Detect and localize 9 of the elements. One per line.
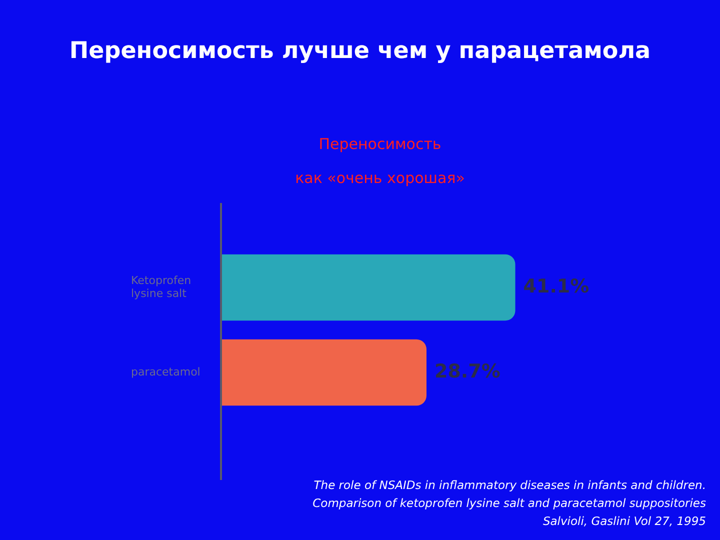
data-label: 41.1% [523,275,590,298]
text: Comparison of ketoprofen lysine salt and paracetamol suppositories [312,495,706,512]
annotation: The role of NSAIDs in inflammatory diseases in infants and children. [312,477,706,494]
text: Salvioli, Gaslini Vol 27, 1995 [542,513,706,530]
y-tick-label: Ketoprofen lysine salt [131,274,192,300]
y-tick-label: paracetamol [131,365,200,378]
data-label: 28.7% [434,360,500,382]
chart-subtitle: Переносимость как «очень хорошая» [294,134,466,189]
chart-title: Переносимость лучше чем у парацетамола [68,38,652,64]
